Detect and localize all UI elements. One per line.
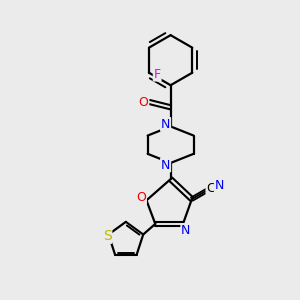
Text: C: C (206, 182, 215, 195)
Text: O: O (139, 95, 148, 109)
Text: N: N (181, 224, 190, 237)
Text: N: N (215, 179, 224, 192)
Text: N: N (161, 118, 170, 131)
Text: O: O (136, 191, 146, 204)
Text: N: N (161, 158, 170, 172)
Text: F: F (154, 68, 161, 81)
Text: S: S (103, 229, 111, 243)
